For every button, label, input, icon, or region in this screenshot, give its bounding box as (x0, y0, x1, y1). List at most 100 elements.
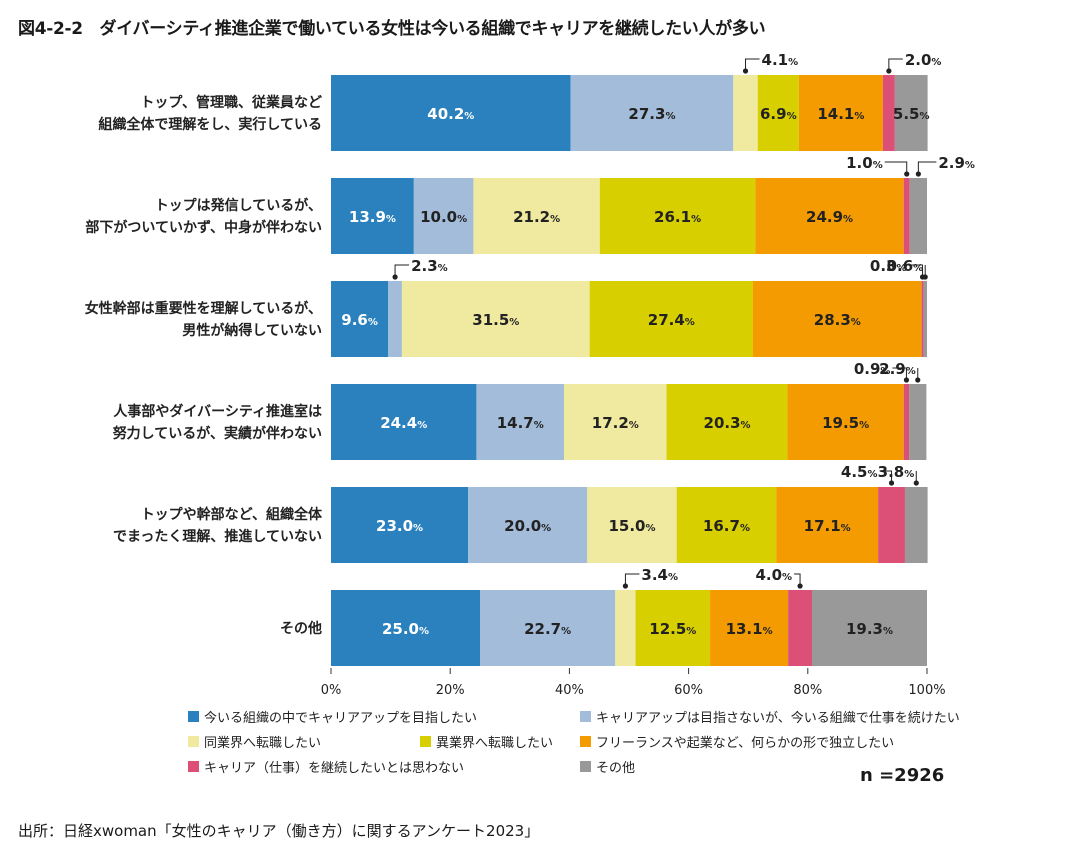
callout-leader (908, 264, 924, 277)
bar-segment (599, 178, 756, 254)
legend-label: 同業界へ転職したい (204, 735, 321, 751)
data-label: 24.9% (806, 208, 853, 226)
bar-segment (787, 384, 904, 460)
data-label: 19.5% (822, 414, 869, 432)
callout-label: 0.3% (870, 257, 907, 275)
callout-label: 2.9% (938, 154, 975, 172)
data-label: 28.3% (814, 311, 861, 329)
bar-segment (710, 590, 789, 666)
bar-segment (615, 590, 636, 666)
legend-swatch (580, 761, 591, 772)
bar-segment (903, 384, 910, 460)
bar-segment (331, 590, 480, 666)
category-label: 部下がついていかず、中身が伴わない (85, 219, 322, 236)
category-label: 組織全体で理解をし、実行している (98, 116, 322, 133)
callout-leader (794, 573, 801, 586)
bar-segment (752, 281, 922, 357)
x-tick-label: 60% (674, 683, 703, 698)
legend-swatch (188, 736, 199, 747)
bar-segment (894, 75, 928, 151)
data-label: 15.0% (608, 517, 655, 535)
category-label: 人事部やダイバーシティ推進室は (113, 403, 322, 420)
data-label: 17.2% (592, 414, 639, 432)
bar-segment (331, 75, 571, 151)
chart-title: 図4-2-2 ダイバーシティ推進企業で働いている女性は今いる組織でキャリアを継続… (18, 19, 766, 39)
bar-segment (788, 590, 812, 666)
data-label: 40.2% (427, 105, 474, 123)
legend-label: 今いる組織の中でキャリアアップを目指したい (204, 710, 477, 726)
bar-segment (401, 281, 590, 357)
data-label: 13.1% (726, 620, 773, 638)
category-label: トップ、管理職、従業員など (140, 94, 322, 111)
data-label: 10.0% (420, 208, 467, 226)
callout-leader (879, 470, 893, 483)
bar-segment (331, 384, 477, 460)
data-label: 31.5% (472, 311, 519, 329)
callout-leader (394, 264, 410, 277)
callout-leader (624, 573, 640, 586)
callout-label: 4.0% (755, 566, 792, 584)
bar-segment (921, 281, 924, 357)
data-label: 12.5% (649, 620, 696, 638)
bar-segment (388, 281, 402, 357)
data-label: 16.7% (703, 517, 750, 535)
data-label: 24.4% (380, 414, 427, 432)
bar-segment (570, 75, 734, 151)
bar-segment (413, 178, 474, 254)
legend-swatch (420, 736, 431, 747)
sample-size-label: n =2926 (860, 765, 945, 786)
callout-leader (884, 161, 908, 174)
data-label: 19.3% (846, 620, 893, 638)
data-label: 20.3% (704, 414, 751, 432)
bar-segment (473, 178, 600, 254)
bar-segment (331, 487, 469, 563)
bar-segment (909, 178, 927, 254)
bar-segment (476, 384, 565, 460)
bar-segment (331, 178, 414, 254)
x-tick-label: 100% (908, 683, 945, 698)
bar-segment (480, 590, 616, 666)
callout-leader (888, 58, 903, 71)
data-label: 17.1% (804, 517, 851, 535)
bar-segment (903, 178, 910, 254)
bar-segment (468, 487, 588, 563)
legend-swatch (188, 761, 199, 772)
data-label: 22.7% (524, 620, 571, 638)
legend-swatch (580, 711, 591, 722)
x-tick-label: 80% (793, 683, 822, 698)
callout-leader (745, 58, 760, 71)
bar-segment (755, 178, 904, 254)
bar-segment (564, 384, 667, 460)
x-tick-label: 40% (555, 683, 584, 698)
bar-segment (589, 281, 753, 357)
callout-leader (892, 367, 907, 380)
data-label: 27.4% (648, 311, 695, 329)
legend-swatch (188, 711, 199, 722)
bar-segment (666, 384, 788, 460)
callout-label: 0.6% (887, 257, 924, 275)
bar-segment (923, 281, 927, 357)
bar-segment (676, 487, 777, 563)
data-label: 14.1% (817, 105, 864, 123)
legend-label: キャリアアップは目指さないが、今いる組織で仕事を続けたい (596, 710, 960, 726)
callout-label: 3.4% (641, 566, 678, 584)
category-label: 男性が納得していない (182, 322, 322, 339)
callout-label: 2.3% (411, 257, 448, 275)
data-label: 20.0% (504, 517, 551, 535)
legend-label: キャリア（仕事）を継続したいとは思わない (204, 761, 464, 776)
data-label: 21.2% (513, 208, 560, 226)
legend-label: その他 (596, 761, 635, 776)
bar-segment (811, 590, 927, 666)
bar-segment (776, 487, 879, 563)
bar-segment (909, 384, 927, 460)
bar-segment (904, 487, 928, 563)
callout-label: 2.9% (879, 360, 916, 378)
data-label: 9.6% (341, 311, 378, 329)
data-label: 14.7% (497, 414, 544, 432)
data-label: 13.9% (349, 208, 396, 226)
category-label: トップや幹部など、組織全体 (141, 506, 323, 523)
bar-segment (635, 590, 711, 666)
data-label: 5.5% (893, 105, 930, 123)
data-label: 25.0% (382, 620, 429, 638)
